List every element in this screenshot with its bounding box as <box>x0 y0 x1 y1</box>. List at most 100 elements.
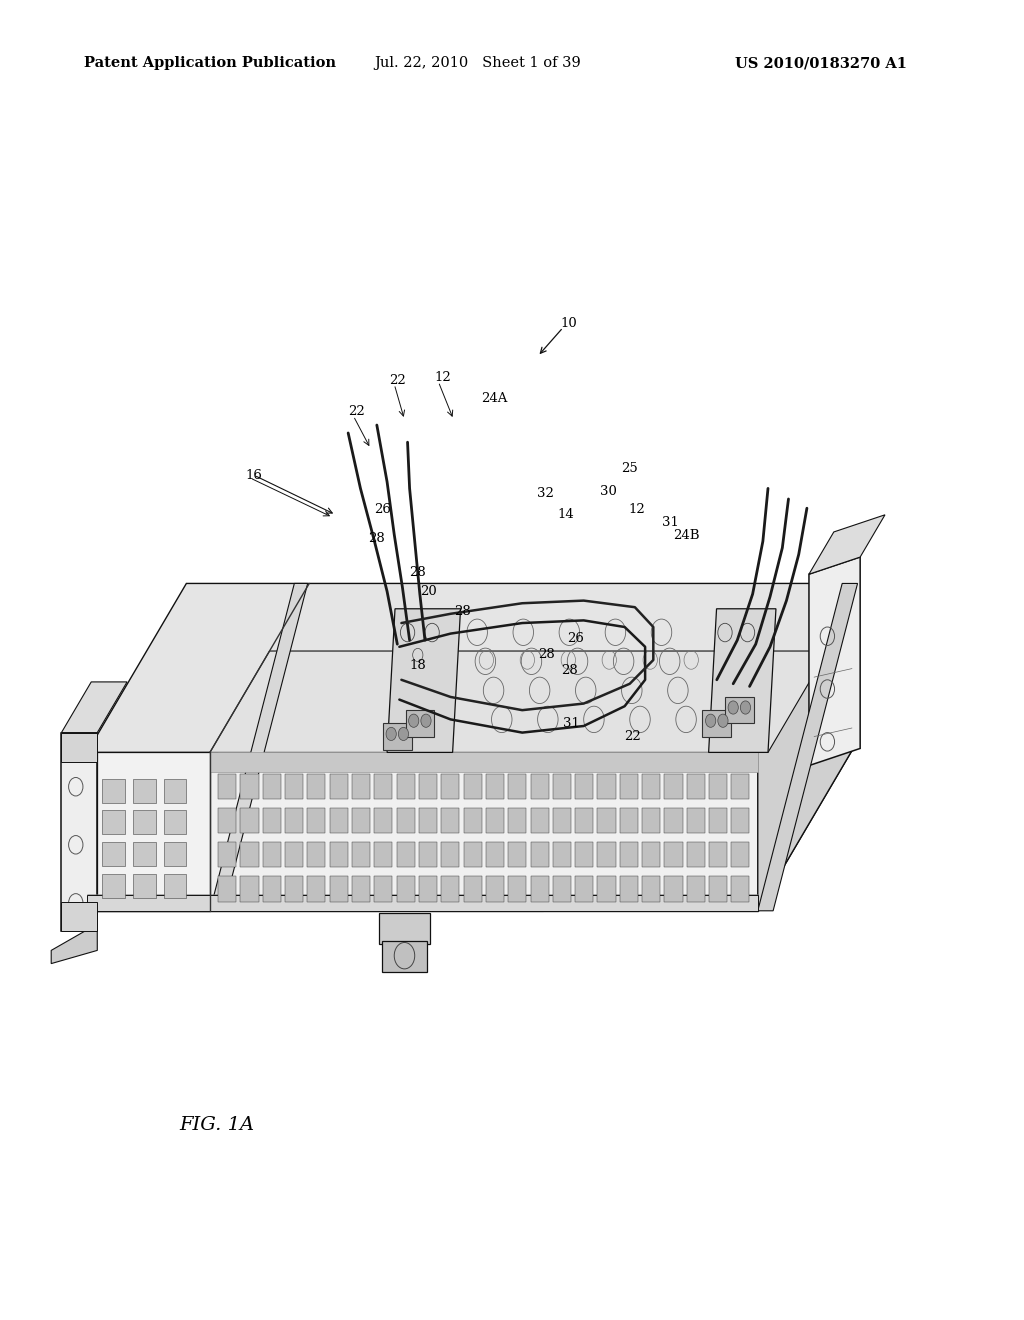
Circle shape <box>409 714 419 727</box>
Bar <box>486 774 504 799</box>
Text: 24A: 24A <box>481 392 508 405</box>
Polygon shape <box>87 583 857 752</box>
Bar <box>133 779 156 803</box>
Bar <box>553 774 571 799</box>
Polygon shape <box>809 557 860 766</box>
Bar <box>218 842 237 867</box>
Bar <box>307 876 326 902</box>
Bar <box>620 808 638 833</box>
Bar <box>530 876 549 902</box>
Bar <box>709 774 727 799</box>
Text: 12: 12 <box>434 371 451 384</box>
Bar <box>575 774 593 799</box>
Bar <box>164 842 186 866</box>
Polygon shape <box>758 583 857 911</box>
Bar <box>102 842 125 866</box>
Bar <box>731 774 750 799</box>
Text: 28: 28 <box>369 532 385 545</box>
Text: FIG. 1A: FIG. 1A <box>179 1115 254 1134</box>
Text: 12: 12 <box>629 503 645 516</box>
Text: 30: 30 <box>600 484 616 498</box>
Circle shape <box>386 727 396 741</box>
Bar <box>530 842 549 867</box>
Bar <box>330 842 348 867</box>
Bar <box>218 808 237 833</box>
Bar <box>731 808 750 833</box>
Bar <box>597 842 615 867</box>
Bar <box>396 774 415 799</box>
Bar <box>218 876 237 902</box>
Bar <box>597 774 615 799</box>
Bar <box>133 810 156 834</box>
Text: 28: 28 <box>410 566 426 579</box>
Bar <box>702 710 731 737</box>
Bar <box>263 808 281 833</box>
Text: 31: 31 <box>563 717 580 730</box>
Bar <box>285 774 303 799</box>
Bar <box>642 808 660 833</box>
Bar <box>553 808 571 833</box>
Bar <box>508 808 526 833</box>
Polygon shape <box>379 913 430 944</box>
Bar <box>642 774 660 799</box>
Bar <box>553 842 571 867</box>
Bar <box>375 808 392 833</box>
Bar <box>665 808 683 833</box>
Bar <box>133 842 156 866</box>
Bar <box>665 774 683 799</box>
Bar <box>642 842 660 867</box>
Polygon shape <box>87 895 758 911</box>
Bar <box>406 710 434 737</box>
Bar <box>352 842 370 867</box>
Circle shape <box>398 727 409 741</box>
Bar <box>352 876 370 902</box>
Polygon shape <box>758 583 857 911</box>
Bar <box>731 876 750 902</box>
Bar <box>396 876 415 902</box>
Polygon shape <box>61 733 97 931</box>
Text: 18: 18 <box>410 659 426 672</box>
Bar <box>133 874 156 898</box>
Bar <box>597 808 615 833</box>
Bar <box>620 774 638 799</box>
Circle shape <box>421 714 431 727</box>
Bar <box>597 876 615 902</box>
Text: 31: 31 <box>663 516 679 529</box>
Polygon shape <box>51 924 97 964</box>
Bar <box>241 808 258 833</box>
Bar <box>102 874 125 898</box>
Bar <box>441 808 460 833</box>
Bar <box>241 842 258 867</box>
Bar <box>285 876 303 902</box>
Polygon shape <box>87 752 758 911</box>
Polygon shape <box>87 742 857 911</box>
Bar <box>620 842 638 867</box>
Bar <box>709 876 727 902</box>
Polygon shape <box>709 609 776 752</box>
Bar <box>330 876 348 902</box>
Text: 24B: 24B <box>673 529 699 543</box>
Circle shape <box>706 714 716 727</box>
Polygon shape <box>61 902 97 931</box>
Bar <box>352 774 370 799</box>
Bar <box>687 774 705 799</box>
Bar <box>102 810 125 834</box>
Polygon shape <box>809 515 885 574</box>
Bar <box>441 876 460 902</box>
Bar <box>709 842 727 867</box>
Bar <box>383 723 412 750</box>
Bar <box>330 774 348 799</box>
Bar <box>464 808 481 833</box>
Bar <box>687 842 705 867</box>
Bar <box>263 842 281 867</box>
Bar <box>241 876 258 902</box>
Bar <box>508 774 526 799</box>
Text: 28: 28 <box>561 664 578 677</box>
Text: 22: 22 <box>625 730 641 743</box>
Bar <box>486 808 504 833</box>
Bar <box>709 808 727 833</box>
Bar <box>725 697 754 723</box>
Polygon shape <box>61 733 97 762</box>
Circle shape <box>740 701 751 714</box>
Bar <box>307 774 326 799</box>
